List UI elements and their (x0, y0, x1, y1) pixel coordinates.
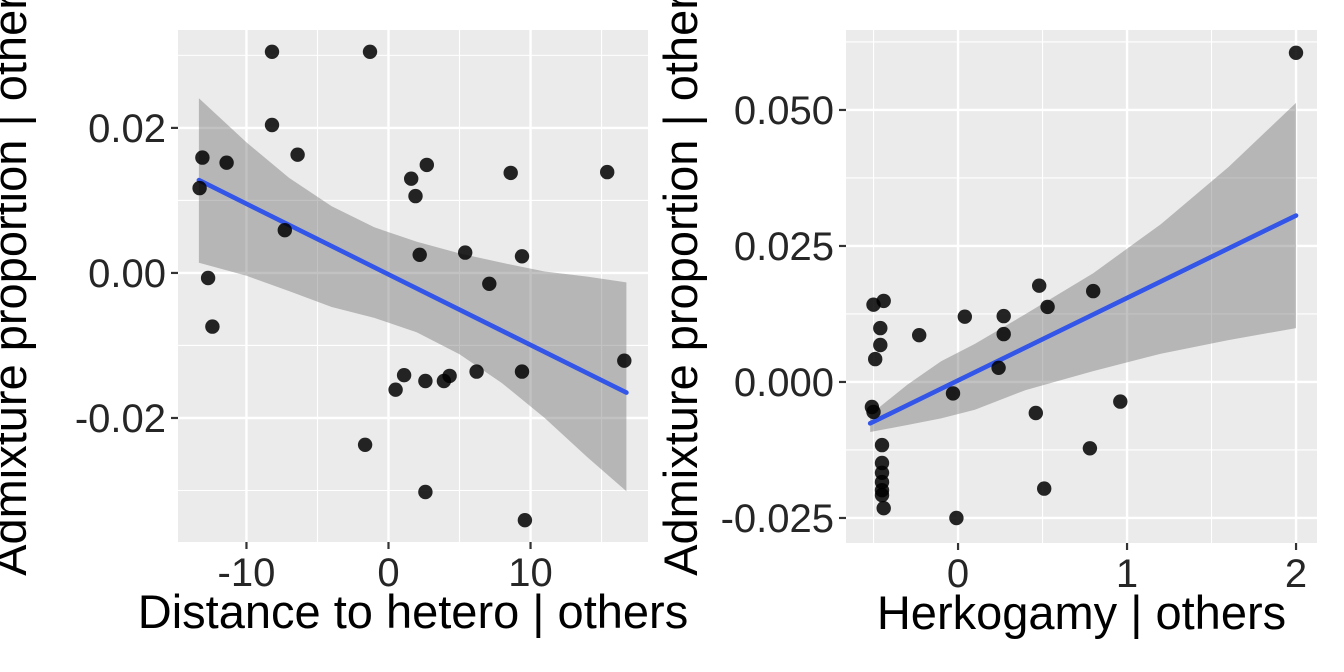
regression-line (867, 213, 1299, 426)
data-point (600, 164, 615, 180)
data-point (458, 245, 473, 260)
data-point (404, 171, 419, 186)
data-point (264, 44, 280, 59)
y-tick-label: 0.00 (88, 252, 166, 296)
data-point (419, 157, 434, 173)
data-point (873, 337, 888, 353)
x-tick-label: 0 (947, 552, 969, 596)
data-point (1113, 394, 1128, 409)
data-point (912, 328, 927, 343)
right-plot: 0 1 2 0.050 0.025 0.000 -0.025 Herkogamy | othe… (654, 0, 1317, 639)
data-point (264, 117, 280, 133)
data-point (357, 437, 373, 452)
data-point (412, 247, 427, 262)
data-point (868, 351, 883, 367)
data-point (873, 320, 888, 336)
x-tick-label: 0 (377, 551, 399, 595)
data-point (996, 326, 1011, 342)
left-plot: -10 0 10 0.02 0.00 -0.02 Distance to hetero | … (0, 0, 688, 638)
data-point (418, 373, 433, 389)
data-point (991, 360, 1006, 375)
confidence-ribbon (198, 98, 627, 492)
data-point (290, 147, 305, 162)
data-point (205, 319, 220, 334)
y-tick-label: 0.025 (734, 225, 834, 269)
y-axis-title: Admixture proportion | other (0, 0, 36, 576)
data-point (876, 501, 891, 516)
data-point (617, 353, 632, 368)
data-point (874, 487, 890, 503)
x-tick-label: 1 (1116, 552, 1138, 596)
data-point (949, 510, 964, 526)
confidence-ribbon (870, 102, 1296, 433)
data-point (200, 270, 216, 286)
data-point (517, 513, 533, 528)
data-point (945, 386, 961, 401)
data-point (1288, 45, 1304, 60)
y-tick-label: -0.02 (75, 397, 166, 441)
data-point (1028, 405, 1044, 421)
y-tick-label: -0.025 (721, 497, 834, 541)
data-point (1032, 278, 1047, 293)
data-point (1037, 481, 1052, 496)
data-point (418, 484, 433, 500)
data-point (277, 223, 292, 238)
data-point (195, 150, 210, 165)
data-point (1086, 283, 1101, 299)
data-point (362, 44, 378, 59)
data-point (482, 276, 497, 291)
data-point (866, 404, 881, 420)
data-point (876, 293, 891, 309)
data-point (469, 364, 484, 379)
y-tick-label: 0.000 (734, 361, 834, 405)
x-tick-label: 2 (1285, 552, 1307, 596)
x-tick-label: 10 (508, 551, 553, 595)
y-tick-label: 0.050 (734, 89, 834, 133)
x-tick-label: -10 (218, 551, 276, 595)
y-tick-label: 0.02 (88, 107, 166, 151)
data-point (514, 364, 530, 379)
data-point (957, 309, 972, 324)
plot-panel (846, 30, 1317, 543)
data-point (1082, 441, 1098, 456)
x-axis-title: Herkogamy | others (877, 586, 1286, 639)
data-point (219, 155, 234, 170)
data-point (874, 437, 890, 453)
data-point (388, 382, 403, 397)
x-axis-title: Distance to hetero | others (138, 585, 688, 638)
data-point (514, 249, 530, 264)
data-point (396, 368, 412, 383)
y-axis-title: Admixture proportion | other (654, 0, 707, 576)
data-point (192, 180, 207, 196)
data-point (503, 165, 518, 181)
data-point (408, 188, 423, 204)
data-point (442, 368, 457, 384)
data-point (1040, 299, 1055, 315)
regression-line (196, 177, 629, 395)
data-point (996, 308, 1011, 324)
